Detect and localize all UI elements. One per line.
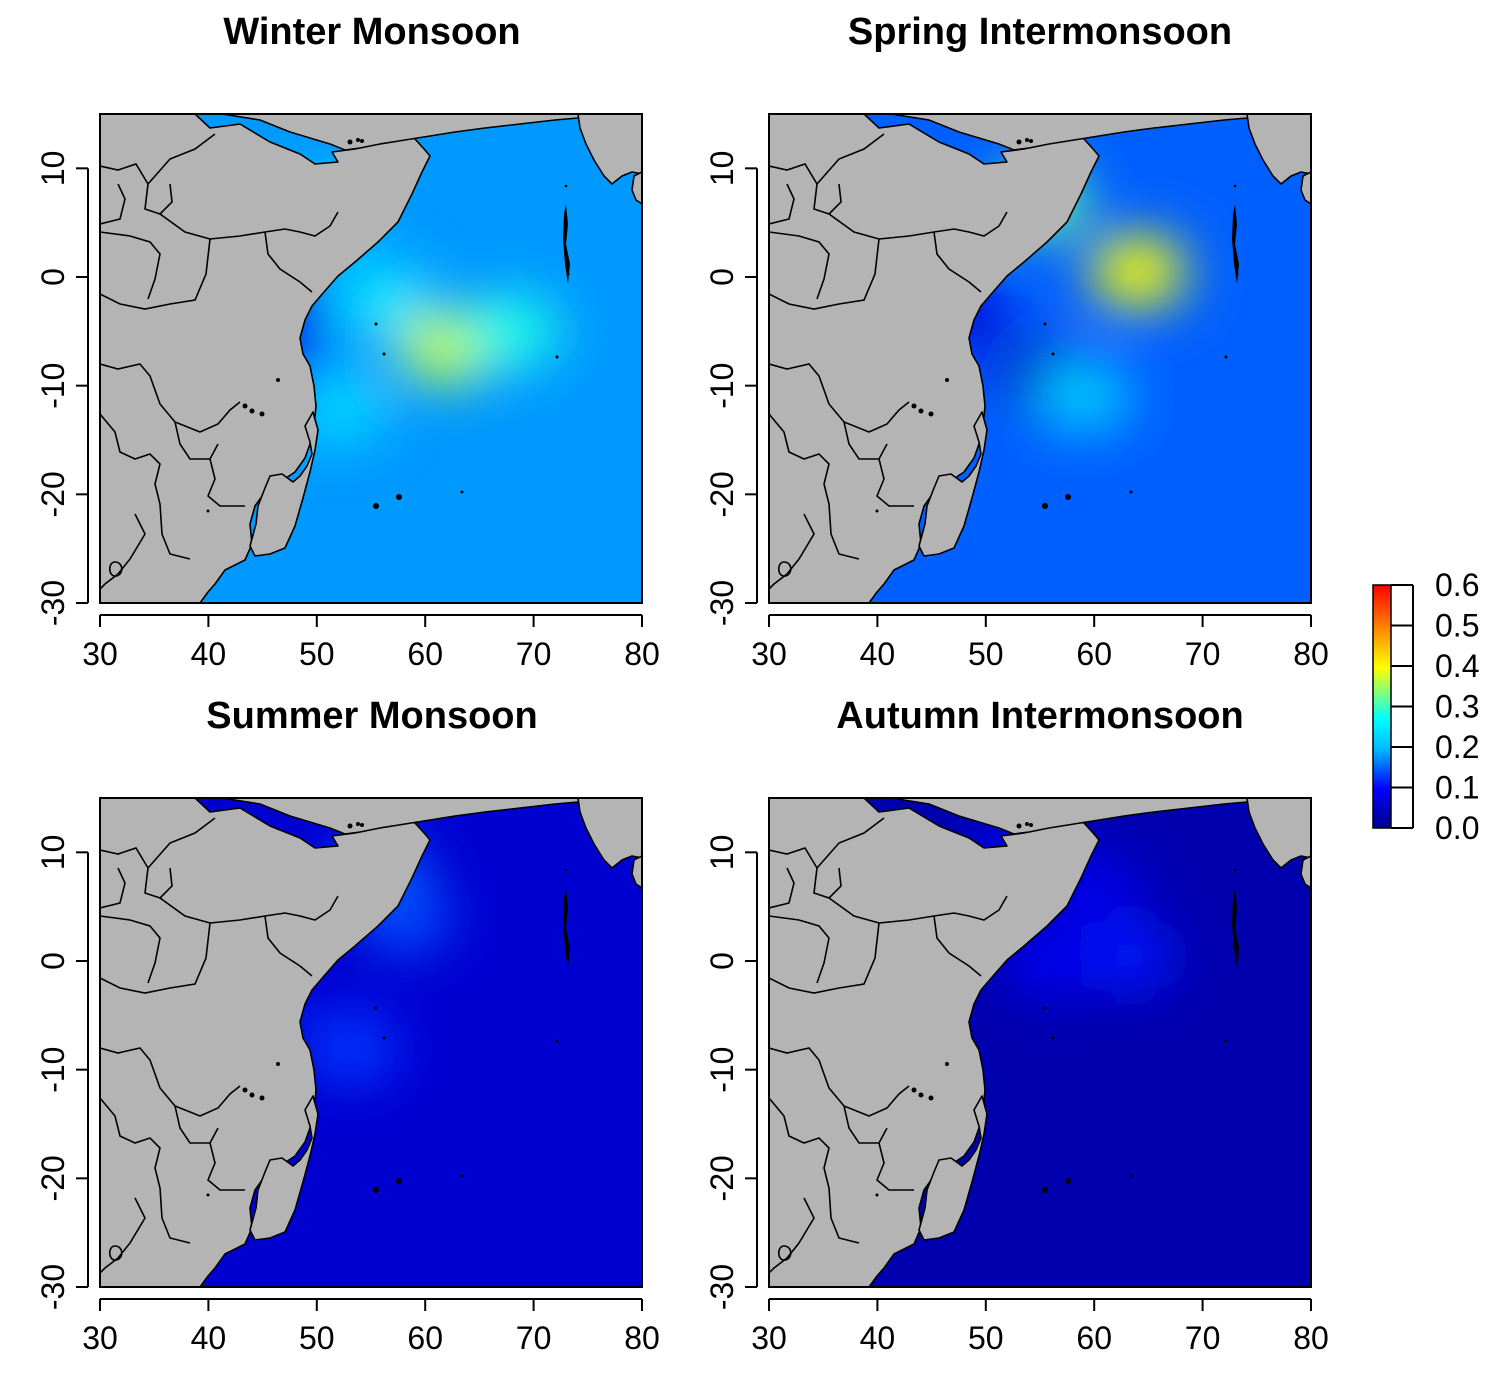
x-tick-label: 50 — [299, 1320, 335, 1356]
x-tick-label: 30 — [751, 636, 787, 672]
x-tick-label: 40 — [191, 1320, 227, 1356]
x-tick-label: 30 — [82, 636, 118, 672]
x-axis: 30 40 50 60 70 80 — [751, 1298, 1329, 1356]
y-tick-label: -30 — [704, 580, 740, 626]
y-tick-label: -10 — [704, 1047, 740, 1093]
y-tick-label: 0 — [704, 952, 740, 970]
colorbar-gradient — [1372, 584, 1392, 829]
y-tick-label: -30 — [35, 1264, 71, 1310]
y-tick-label: -30 — [35, 580, 71, 626]
x-tick-label: 70 — [516, 1320, 552, 1356]
map-frame — [99, 797, 643, 1288]
colorbar-tick-label: 0.4 — [1435, 648, 1479, 684]
heatmap-hotspot — [1035, 360, 1132, 433]
map-area — [99, 113, 643, 604]
panel-title: Summer Monsoon — [206, 695, 537, 737]
x-tick-label: 40 — [860, 1320, 896, 1356]
panel-winter: Winter Monsoon 30 40 50 60 70 80 10 0 -10 -20 -30 — [35, 11, 660, 672]
y-tick-label: -20 — [35, 1155, 71, 1201]
map-area — [768, 113, 1312, 604]
x-tick-label: 70 — [1185, 1320, 1221, 1356]
y-tick-label: -10 — [35, 1047, 71, 1093]
colorbar-tick-label: 0.0 — [1435, 810, 1479, 846]
panel-title: Spring Intermonsoon — [848, 11, 1232, 53]
y-tick-label: -20 — [35, 471, 71, 517]
y-axis: 10 0 -10 -20 -30 — [704, 835, 758, 1310]
x-tick-label: 50 — [299, 636, 335, 672]
x-tick-label: 70 — [1185, 636, 1221, 672]
y-axis: 10 0 -10 -20 -30 — [704, 151, 758, 626]
y-tick-label: 10 — [704, 151, 740, 187]
x-tick-label: 30 — [751, 1320, 787, 1356]
colorbar-tick-label: 0.6 — [1435, 567, 1479, 603]
y-tick-label: -20 — [704, 1155, 740, 1201]
x-axis: 30 40 50 60 70 80 — [751, 614, 1329, 672]
y-tick-label: -10 — [704, 363, 740, 409]
y-tick-label: -10 — [35, 363, 71, 409]
map-frame — [768, 797, 1312, 1288]
map-area — [99, 797, 643, 1288]
x-tick-label: 60 — [407, 1320, 443, 1356]
heatmap-hotspot — [333, 262, 430, 335]
x-tick-label: 80 — [624, 1320, 660, 1356]
x-tick-label: 80 — [1293, 1320, 1329, 1356]
x-tick-label: 40 — [191, 636, 227, 672]
heatmap-hotspot — [1078, 919, 1175, 992]
y-tick-label: -20 — [704, 471, 740, 517]
y-tick-label: -30 — [704, 1264, 740, 1310]
y-tick-label: 0 — [35, 268, 71, 286]
x-tick-label: 30 — [82, 1320, 118, 1356]
x-tick-label: 50 — [968, 636, 1004, 672]
panel-autumn: Autumn Intermonsoon 30 40 50 60 70 80 10 0 -10 -20… — [704, 695, 1329, 1356]
x-tick-label: 40 — [860, 636, 896, 672]
x-axis: 30 40 50 60 70 80 — [82, 614, 660, 672]
panel-summer: Summer Monsoon 30 40 50 60 70 80 10 0 -10 -20 -30 — [35, 695, 660, 1356]
x-tick-label: 80 — [1293, 636, 1329, 672]
map-frame — [99, 113, 643, 604]
y-axis: 10 0 -10 -20 -30 — [35, 835, 89, 1310]
heatmap-hotspot — [301, 1011, 398, 1084]
map-area — [768, 797, 1312, 1288]
y-tick-label: 10 — [35, 835, 71, 871]
panel-title: Autumn Intermonsoon — [836, 695, 1243, 737]
x-tick-label: 50 — [968, 1320, 1004, 1356]
x-tick-label: 60 — [407, 636, 443, 672]
y-axis: 10 0 -10 -20 -30 — [35, 151, 89, 626]
colorbar-tick-label: 0.2 — [1435, 729, 1479, 765]
x-tick-label: 60 — [1076, 636, 1112, 672]
colorbar-tick-label: 0.5 — [1435, 608, 1479, 644]
x-tick-label: 80 — [624, 636, 660, 672]
colorbar: 0.6 0.5 0.4 0.3 0.2 0.1 0.0 — [1372, 567, 1479, 846]
panel-title: Winter Monsoon — [223, 11, 520, 53]
map-frame — [768, 113, 1312, 604]
colorbar-tick-label: 0.3 — [1435, 689, 1479, 725]
y-tick-label: 10 — [35, 151, 71, 187]
y-tick-label: 10 — [704, 835, 740, 871]
panel-spring: Spring Intermonsoon 30 40 50 60 70 80 10 0 -10 -20… — [704, 11, 1329, 672]
heatmap-hotspot — [463, 295, 560, 368]
x-tick-label: 70 — [516, 636, 552, 672]
x-tick-label: 60 — [1076, 1320, 1112, 1356]
heatmap-hotspot — [1089, 235, 1186, 308]
y-tick-label: 0 — [704, 268, 740, 286]
colorbar-tick-label: 0.1 — [1435, 770, 1479, 806]
x-axis: 30 40 50 60 70 80 — [82, 1298, 660, 1356]
y-tick-label: 0 — [35, 952, 71, 970]
